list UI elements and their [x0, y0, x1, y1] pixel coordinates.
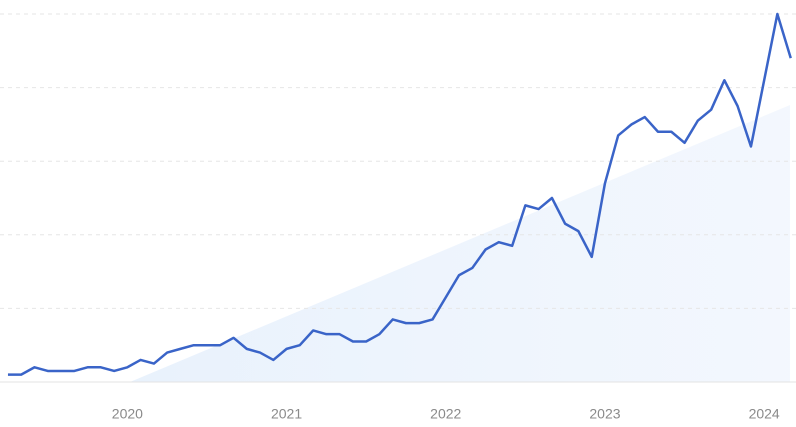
x-tick-label: 2021	[271, 406, 302, 422]
x-tick-label: 2024	[749, 406, 780, 422]
x-tick-label: 2020	[112, 406, 143, 422]
x-tick-label: 2023	[589, 406, 620, 422]
x-tick-label: 2022	[430, 406, 461, 422]
trend-area	[130, 105, 790, 382]
line	[7, 12, 792, 376]
